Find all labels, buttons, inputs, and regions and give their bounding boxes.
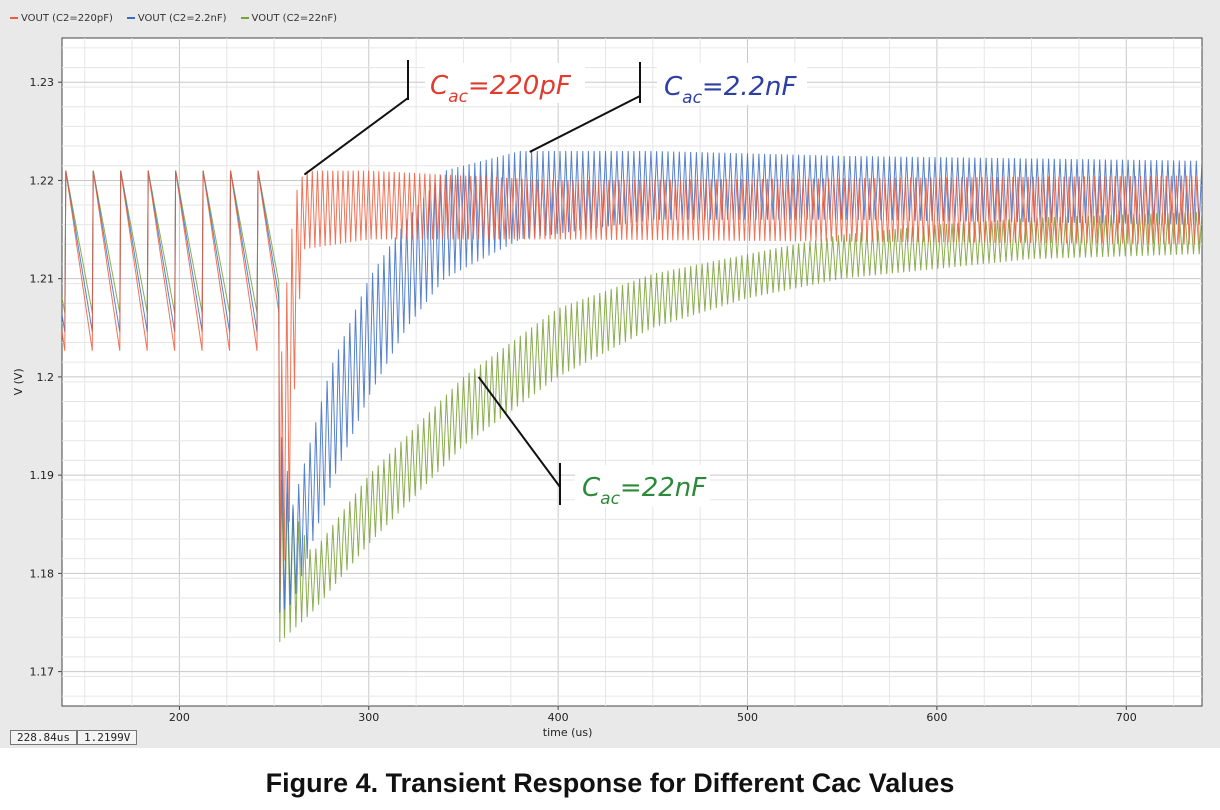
legend-swatch-220pf bbox=[10, 17, 18, 19]
annotation-label-bg bbox=[657, 63, 807, 105]
cursor-time-readout: 228.84us bbox=[10, 730, 77, 745]
annotation-leader-line bbox=[529, 95, 641, 153]
annotation-label: Cac=22nF bbox=[582, 473, 707, 509]
annotation-base: C bbox=[664, 72, 683, 102]
annotation-value: =220pF bbox=[468, 71, 572, 101]
y-tick-label: 1.2 bbox=[37, 371, 55, 384]
annotation-subscript: ac bbox=[448, 87, 468, 107]
annotation-label-bg bbox=[575, 465, 710, 507]
x-tick-label: 400 bbox=[548, 711, 569, 724]
annotation-leader-line bbox=[477, 376, 561, 488]
y-axis-ticks: 1.17 1.18 1.19 1.2 1.21 1.22 1.23 bbox=[30, 76, 62, 679]
cursor-readout: 228.84us 1.2199V bbox=[10, 730, 138, 745]
grid bbox=[62, 38, 1202, 706]
legend-swatch-22nf bbox=[240, 17, 249, 19]
transient-plot[interactable]: 1.17 1.18 1.19 1.2 1.21 1.22 1.23 200 300 400 500 6… bbox=[0, 0, 1220, 748]
traces bbox=[62, 150, 1202, 643]
cursor-value-readout: 1.2199V bbox=[76, 730, 138, 745]
annotation-subscript: ac bbox=[682, 88, 702, 108]
legend: VOUT (C2=220pF) VOUT (C2=2.2nF) VOUT (C2… bbox=[10, 10, 337, 26]
annotation-cac-220pf: Cac=220pF bbox=[303, 60, 585, 176]
x-axis-ticks: 200 300 400 500 600 700 bbox=[169, 706, 1137, 724]
annotation-value: =2.2nF bbox=[702, 72, 798, 102]
legend-item-22nf[interactable]: VOUT (C2=22nF) bbox=[240, 10, 338, 26]
x-tick-label: 600 bbox=[926, 711, 947, 724]
y-tick-label: 1.19 bbox=[30, 469, 55, 482]
annotation-leader-line bbox=[303, 97, 409, 176]
annotation-label: Cac=220pF bbox=[430, 71, 572, 107]
annotation-base: C bbox=[582, 473, 601, 503]
legend-label-220pf: VOUT (C2=220pF) bbox=[21, 12, 113, 24]
legend-label-22nf: VOUT (C2=22nF) bbox=[251, 12, 338, 24]
figure-caption: Figure 4. Transient Response for Differe… bbox=[265, 768, 955, 798]
annotation-label-bg bbox=[425, 63, 585, 103]
x-tick-label: 500 bbox=[737, 711, 758, 724]
annotation-cac-22nf: Cac=22nF bbox=[477, 376, 710, 509]
annotation-label: Cac=2.2nF bbox=[664, 72, 798, 108]
y-tick-label: 1.21 bbox=[30, 273, 55, 286]
y-axis-label: V (V) bbox=[12, 368, 25, 395]
y-tick-label: 1.22 bbox=[30, 174, 55, 187]
trace-c2-220pf bbox=[62, 170, 1200, 594]
y-tick-label: 1.17 bbox=[30, 666, 55, 679]
annotation-base: C bbox=[430, 71, 449, 101]
x-tick-label: 200 bbox=[169, 711, 190, 724]
annotation-value: =22nF bbox=[620, 473, 707, 503]
legend-label-2-2nf: VOUT (C2=2.2nF) bbox=[137, 12, 227, 24]
annotation-subscript: ac bbox=[600, 489, 620, 509]
legend-item-220pf[interactable]: VOUT (C2=220pF) bbox=[10, 10, 113, 26]
annotation-cac-2-2nf: Cac=2.2nF bbox=[529, 62, 807, 153]
legend-swatch-2-2nf bbox=[126, 17, 135, 19]
x-axis-label: time (us) bbox=[543, 726, 593, 739]
x-tick-label: 300 bbox=[358, 711, 379, 724]
plot-area bbox=[61, 37, 1203, 707]
y-tick-label: 1.18 bbox=[30, 567, 55, 580]
legend-item-2-2nf[interactable]: VOUT (C2=2.2nF) bbox=[126, 10, 227, 26]
y-tick-label: 1.23 bbox=[30, 76, 55, 89]
x-tick-label: 700 bbox=[1116, 711, 1137, 724]
